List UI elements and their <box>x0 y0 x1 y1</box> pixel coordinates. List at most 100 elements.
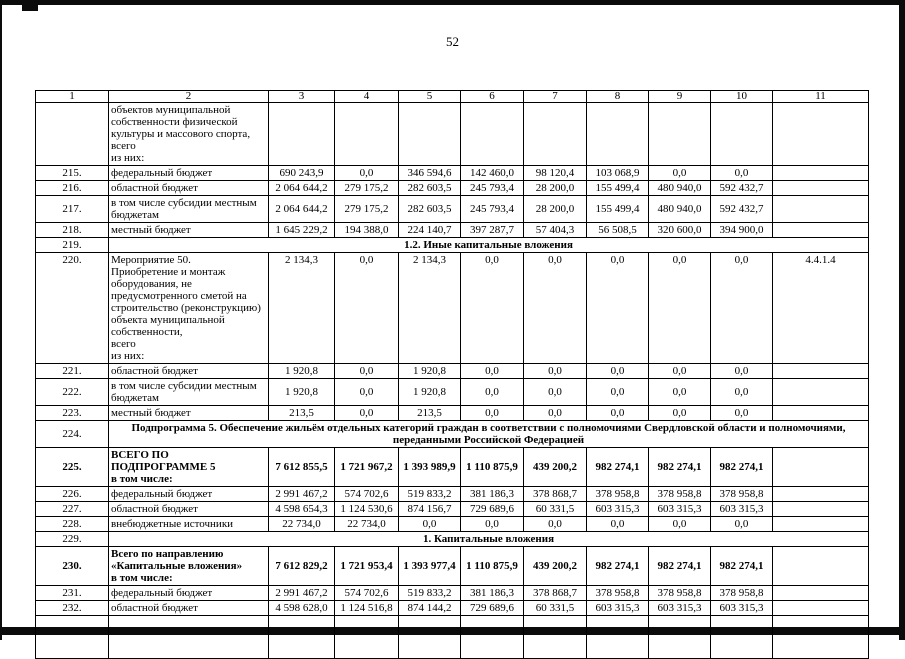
row-number-cell: 216. <box>35 180 109 196</box>
value-cell: 1 393 977,4 <box>398 546 461 586</box>
table-header: 1 2 3 4 5 6 7 8 9 10 11 <box>35 90 869 103</box>
value-cell: 0,0 <box>398 516 461 532</box>
value-cell: 0,0 <box>648 165 711 181</box>
value-cell: 1 124 530,6 <box>334 501 399 517</box>
value-cell: 1 124 516,8 <box>334 600 399 616</box>
value-cell: 0,0 <box>648 252 711 364</box>
cutoff-cell <box>523 615 587 659</box>
note-cell <box>772 585 869 601</box>
value-cell: 439 200,2 <box>523 546 587 586</box>
row-number-cell: 230. <box>35 546 109 586</box>
value-cell <box>334 102 399 166</box>
column-header: 8 <box>586 90 649 103</box>
value-cell: 874 156,7 <box>398 501 461 517</box>
cutoff-cell <box>772 615 869 659</box>
value-cell: 378 868,7 <box>523 585 587 601</box>
row-number-cell: 219. <box>35 237 109 253</box>
value-cell: 1 721 953,4 <box>334 546 399 586</box>
row-label-cell: ВСЕГО ПО ПОДПРОГРАММЕ 5 в том числе: <box>108 447 269 487</box>
value-cell: 397 287,7 <box>460 222 524 238</box>
value-cell: 346 594,6 <box>398 165 461 181</box>
note-cell <box>772 600 869 616</box>
value-cell: 603 315,3 <box>710 501 773 517</box>
cutoff-cell <box>35 615 109 659</box>
value-cell: 0,0 <box>710 378 773 406</box>
row-label-cell: областной бюджет <box>108 363 269 379</box>
value-cell: 0,0 <box>334 405 399 421</box>
cutoff-cell <box>268 615 335 659</box>
value-cell: 480 940,0 <box>648 195 711 223</box>
value-cell: 2 134,3 <box>268 252 335 364</box>
value-cell: 378 958,8 <box>586 486 649 502</box>
value-cell: 378 958,8 <box>648 486 711 502</box>
table-row: 217. в том числе субсидии местным бюджета… <box>35 195 869 223</box>
value-cell: 378 958,8 <box>710 486 773 502</box>
cutoff-cell <box>586 615 649 659</box>
row-number-cell: 226. <box>35 486 109 502</box>
scan-artifact-blob <box>22 3 38 11</box>
value-cell: 0,0 <box>334 165 399 181</box>
value-cell: 98 120,4 <box>523 165 587 181</box>
table-body: объектов муниципальной собственности физ… <box>35 102 869 659</box>
table-row: 218. местный бюджет 1 645 229,2 194 388,0 22… <box>35 222 869 238</box>
value-cell: 1 920,8 <box>398 378 461 406</box>
value-cell: 0,0 <box>710 363 773 379</box>
scan-edge-top <box>0 0 905 5</box>
row-label-cell: в том числе субсидии местным бюджетам <box>108 378 269 406</box>
section-title-cell: 1.2. Иные капитальные вложения <box>108 237 869 253</box>
row-label-cell: местный бюджет <box>108 405 269 421</box>
value-cell: 57 404,3 <box>523 222 587 238</box>
value-cell: 142 460,0 <box>460 165 524 181</box>
budget-table: 1 2 3 4 5 6 7 8 9 10 11 объектов муниципальной соб… <box>35 90 869 659</box>
row-label-cell: областной бюджет <box>108 501 269 517</box>
value-cell: 4 598 654,3 <box>268 501 335 517</box>
value-cell: 2 134,3 <box>398 252 461 364</box>
value-cell: 378 868,7 <box>523 486 587 502</box>
column-header: 7 <box>523 90 587 103</box>
table-row: 225. ВСЕГО ПО ПОДПРОГРАММЕ 5 в том числе:… <box>35 447 869 487</box>
scan-edge-left <box>0 0 2 640</box>
value-cell <box>398 102 461 166</box>
section-row: 224. Подпрограмма 5. Обеспечение жильём о… <box>35 420 869 448</box>
value-cell: 282 603,5 <box>398 195 461 223</box>
value-cell: 103 068,9 <box>586 165 649 181</box>
value-cell: 245 793,4 <box>460 195 524 223</box>
row-number-cell: 231. <box>35 585 109 601</box>
value-cell: 574 702,6 <box>334 585 399 601</box>
page-number: 52 <box>446 34 459 49</box>
table-row: 232. областной бюджет 4 598 628,0 1 124 516… <box>35 600 869 616</box>
note-cell <box>772 195 869 223</box>
table-row: объектов муниципальной собственности физ… <box>35 102 869 166</box>
value-cell: 378 958,8 <box>648 585 711 601</box>
column-header: 9 <box>648 90 711 103</box>
value-cell: 0,0 <box>460 378 524 406</box>
table-row: 223. местный бюджет 213,5 0,0 213,5 0,0 0,0 0,0… <box>35 405 869 421</box>
table-row: 221. областной бюджет 1 920,8 0,0 1 920,8 0,0… <box>35 363 869 379</box>
value-cell: 519 833,2 <box>398 585 461 601</box>
value-cell: 279 175,2 <box>334 195 399 223</box>
row-number-cell: 215. <box>35 165 109 181</box>
value-cell: 0,0 <box>648 363 711 379</box>
value-cell: 0,0 <box>460 252 524 364</box>
value-cell: 0,0 <box>586 378 649 406</box>
value-cell: 982 274,1 <box>586 546 649 586</box>
value-cell: 0,0 <box>523 252 587 364</box>
row-number-cell: 232. <box>35 600 109 616</box>
row-number-cell: 227. <box>35 501 109 517</box>
row-label-cell: объектов муниципальной собственности физ… <box>108 102 269 166</box>
value-cell <box>710 102 773 166</box>
value-cell <box>523 102 587 166</box>
table-row: 215. федеральный бюджет 690 243,9 0,0 346 59… <box>35 165 869 181</box>
value-cell: 0,0 <box>710 516 773 532</box>
note-cell <box>772 486 869 502</box>
cutoff-cell <box>460 615 524 659</box>
value-cell: 1 645 229,2 <box>268 222 335 238</box>
row-label-cell: федеральный бюджет <box>108 165 269 181</box>
section-row: 219. 1.2. Иные капитальные вложения <box>35 237 869 253</box>
value-cell: 603 315,3 <box>586 600 649 616</box>
column-header: 6 <box>460 90 524 103</box>
value-cell: 2 064 644,2 <box>268 195 335 223</box>
note-cell <box>772 165 869 181</box>
value-cell: 60 331,5 <box>523 501 587 517</box>
value-cell: 1 920,8 <box>268 378 335 406</box>
